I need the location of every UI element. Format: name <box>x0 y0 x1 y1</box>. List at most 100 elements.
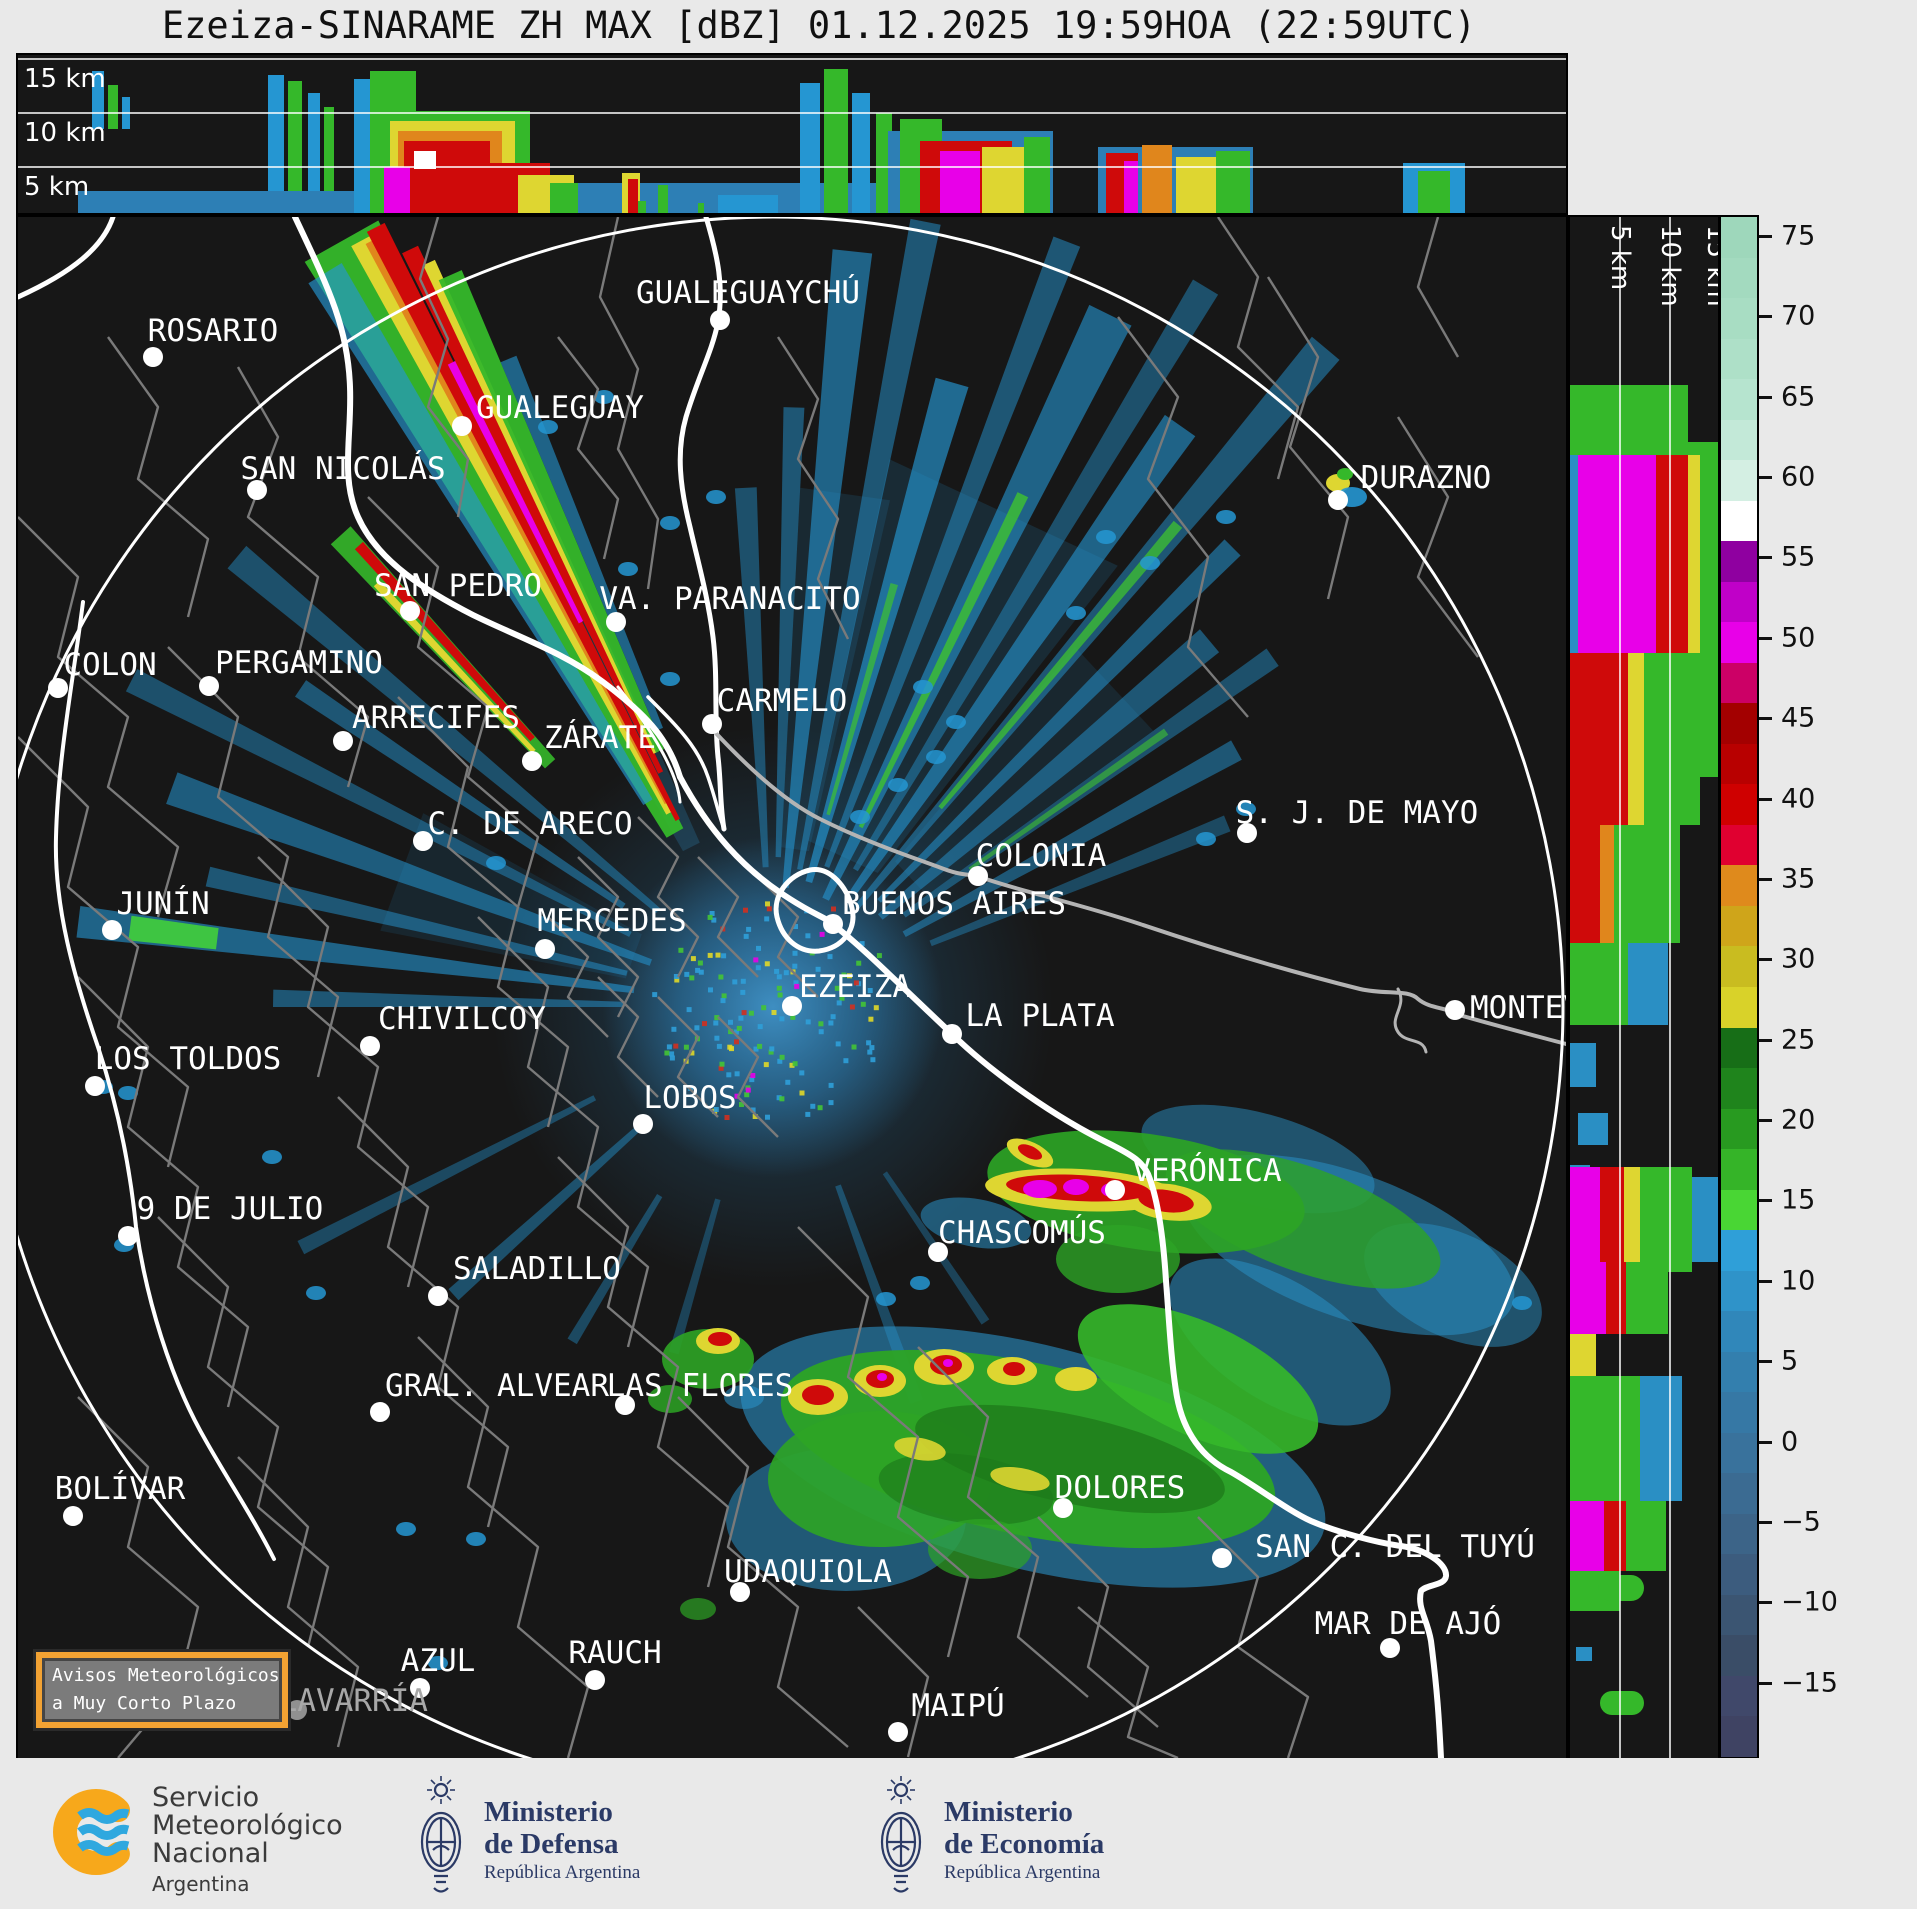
radar-echo-cell <box>894 1437 946 1461</box>
city-dot <box>1237 823 1257 843</box>
radar-echo-beam <box>166 772 652 966</box>
radar-echo-beam <box>354 541 535 742</box>
echo-dot <box>1096 530 1116 544</box>
cross-section-echo <box>1640 1167 1692 1272</box>
city-dot <box>360 1036 380 1056</box>
city-label: AZUL <box>401 1643 476 1679</box>
city-dot <box>199 676 219 696</box>
radar-echo-cell <box>1017 1144 1043 1160</box>
colorbar-tick <box>1759 1360 1772 1364</box>
river-line <box>773 867 856 954</box>
cross-section-echo <box>414 151 436 169</box>
colorbar-segment <box>1721 1189 1757 1231</box>
city-label: BUENOS AIRES <box>842 886 1066 922</box>
colorbar <box>1719 215 1759 1759</box>
cross-section-echo <box>1570 1262 1606 1334</box>
colorbar-tick-label: 25 <box>1781 1024 1816 1056</box>
colorbar-tick <box>1759 877 1772 881</box>
boundary-line <box>598 217 660 590</box>
city-dot <box>400 601 420 621</box>
radar-echo-beam <box>308 263 653 805</box>
colorbar-segment <box>1721 946 1757 988</box>
city-label: ROSARIO <box>148 313 279 349</box>
river-line <box>646 695 726 831</box>
radar-echo-cell <box>1165 1149 1441 1289</box>
boundary-line <box>236 366 370 788</box>
cross-section-echo <box>1578 455 1656 653</box>
radar-echo-beam <box>438 270 664 753</box>
colorbar-tick-label: 15 <box>1781 1184 1816 1216</box>
radar-echo-beam <box>448 1125 642 1301</box>
river-line <box>1393 987 1428 1054</box>
colorbar-segment <box>1721 298 1757 340</box>
radar-echo-cell <box>680 1598 716 1620</box>
colorbar-segment <box>1721 1108 1757 1150</box>
city-dot <box>1053 1498 1073 1518</box>
city-dot <box>118 1226 138 1246</box>
echo-dot <box>538 420 558 434</box>
city-label: COLONIA <box>976 838 1107 874</box>
river-line <box>18 217 116 300</box>
city-label: GUALEGUAY <box>476 390 644 426</box>
radar-echo-beam <box>968 728 1169 871</box>
clutter-speckles <box>652 901 882 1120</box>
radar-echo-cell <box>1055 1367 1097 1391</box>
radar-map-panel: ROSARIO GUALEGUAYCHÚ GUALEGUAY SAN NICOLÁS D… <box>16 215 1568 1760</box>
cross-section-echo <box>1606 1262 1626 1334</box>
colorbar-segment <box>1721 824 1757 866</box>
radar-echo-beam <box>330 526 556 769</box>
radar-echo-beam <box>734 487 769 868</box>
radar-echo-cell <box>802 1385 834 1405</box>
city-label: SAN C. DEL TUYÚ <box>1255 1528 1535 1565</box>
radar-echo-cell <box>943 1359 953 1367</box>
radar-echo-cell <box>928 1519 1032 1579</box>
city-dot <box>1380 1638 1400 1658</box>
radar-echo-beam <box>366 222 680 821</box>
city-dot <box>710 310 730 330</box>
city-dot <box>63 1506 83 1526</box>
radar-echo-cell <box>724 1385 764 1409</box>
radar-echo-cell <box>1023 1180 1057 1198</box>
city-dot <box>370 1402 390 1422</box>
city-label: CHIVILCOY <box>378 1001 546 1037</box>
echo-dot <box>262 1150 282 1164</box>
cross-section-echo <box>1570 825 1600 943</box>
cross-section-echo <box>1570 653 1628 825</box>
city-dot <box>102 920 122 940</box>
echo-dot <box>850 810 870 824</box>
city-label: VA. PARANACITO <box>599 581 860 617</box>
radar-echo-beam <box>902 740 1242 937</box>
cross-section-echo <box>1628 653 1644 825</box>
echo-dot <box>1196 832 1216 846</box>
colorbar-segment <box>1721 419 1757 461</box>
colorbar-tick <box>1759 636 1772 640</box>
cross-section-echo <box>1644 653 1700 825</box>
colorbar-tick <box>1759 1279 1772 1283</box>
colorbar-segment <box>1721 1270 1757 1312</box>
colorbar-segment <box>1721 1675 1757 1717</box>
boundary-line <box>547 916 609 1038</box>
radar-echo-beam <box>500 355 663 731</box>
river-line <box>710 727 1566 1046</box>
radar-echo-beam <box>567 1194 663 1345</box>
colorbar-tick-label: 10 <box>1781 1265 1816 1297</box>
river-line <box>53 600 276 1561</box>
colorbar-tick <box>1759 797 1772 801</box>
cross-section-echo <box>324 107 334 191</box>
radar-echo-cells <box>648 468 1542 1620</box>
notice-line2: a Muy Corto Plazo <box>52 1693 237 1714</box>
city-label: SAN NICOLÁS <box>240 451 445 487</box>
city-label: RAUCH <box>568 1635 661 1671</box>
colorbar-tick <box>1759 1038 1772 1042</box>
radar-echo-beam <box>797 218 941 871</box>
isolated-echo-dots <box>93 390 1532 1670</box>
river-line <box>292 217 683 780</box>
city-dot <box>615 1395 635 1415</box>
boundary-line <box>477 916 650 1348</box>
cross-section-echo <box>1124 161 1138 213</box>
cross-section-echo <box>308 93 320 191</box>
echo-dot <box>926 750 946 764</box>
colorbar-tick-label: 20 <box>1781 1104 1816 1136</box>
colorbar-segment <box>1721 1230 1757 1272</box>
radar-echo-cell <box>1169 1258 1391 1426</box>
